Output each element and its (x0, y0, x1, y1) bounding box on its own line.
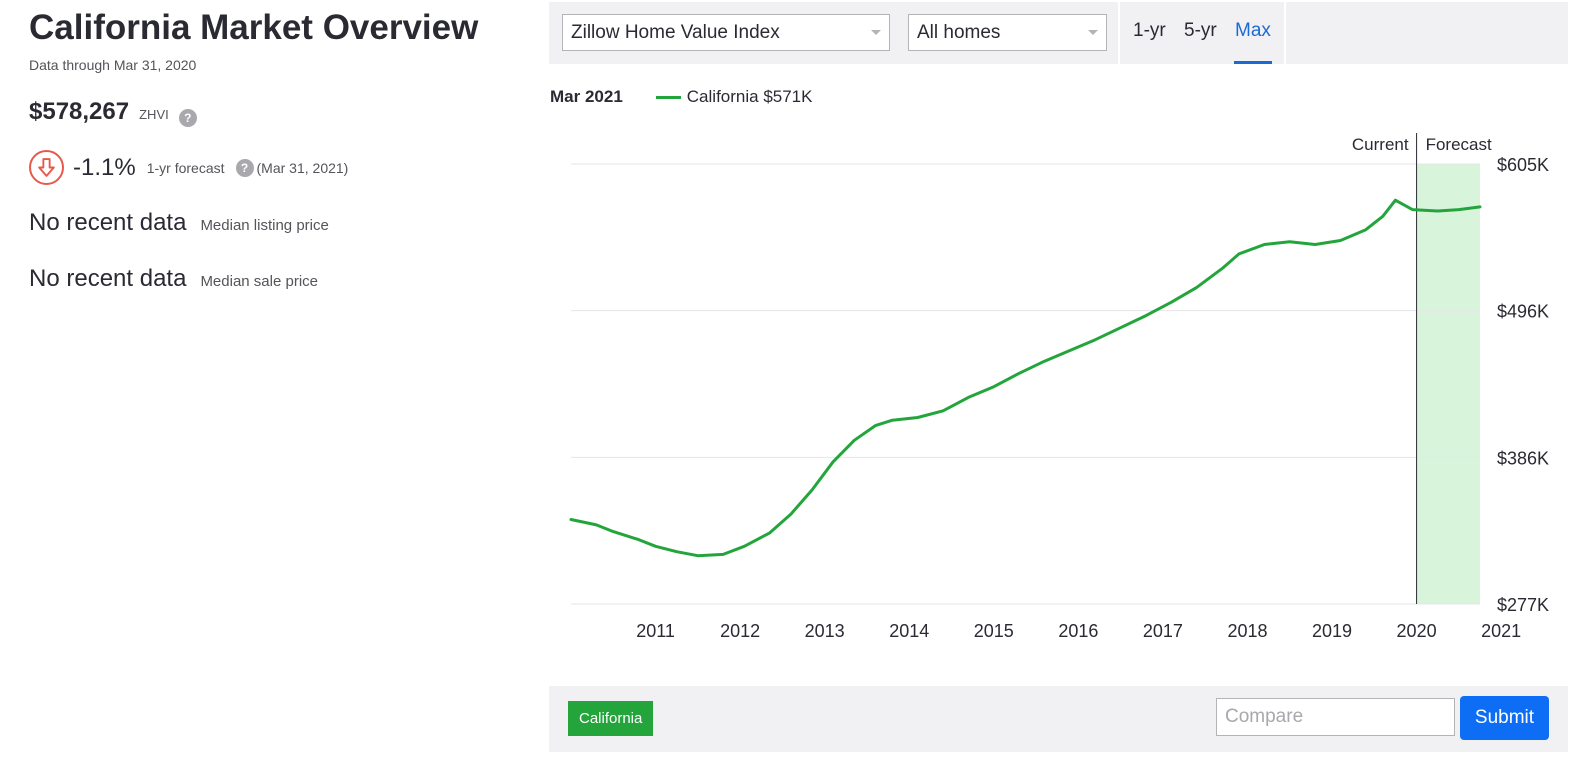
x-tick-label: 2011 (636, 621, 675, 641)
x-tick-label: 2021 (1481, 621, 1521, 641)
forecast-label: Forecast (1426, 135, 1492, 154)
x-tick-label: 2016 (1058, 621, 1098, 641)
home-value-chart[interactable]: $605K $496K $386K $277K 2011 2012 2013 2014 2015… (0, 0, 1579, 680)
forecast-band (1416, 164, 1480, 604)
median-sale-value: No recent data (29, 265, 187, 292)
region-tag[interactable]: California (568, 701, 654, 736)
x-tick-label: 2014 (889, 621, 929, 641)
y-tick-label: $605K (1497, 155, 1549, 175)
home-type-select[interactable]: All homes (908, 14, 1107, 51)
range-1yr-button[interactable]: 1-yr (1133, 20, 1166, 41)
page-title: California Market Overview (29, 8, 479, 47)
x-tick-label: 2013 (805, 621, 845, 641)
x-tick-label: 2018 (1227, 621, 1267, 641)
chart-toolbar: Zillow Home Value Index All homes (549, 2, 1118, 64)
current-label: Current (1352, 135, 1409, 154)
y-tick-label: $386K (1497, 448, 1549, 468)
x-tick-label: 2015 (974, 621, 1014, 641)
metric-select-value: Zillow Home Value Index (571, 22, 780, 43)
x-tick-label: 2017 (1143, 621, 1183, 641)
median-listing-label: Median listing price (200, 217, 329, 234)
arrow-down-circle-icon (29, 150, 64, 185)
help-icon[interactable]: ? (235, 158, 254, 177)
series-line-california (569, 198, 1482, 558)
median-listing-value: No recent data (29, 209, 187, 236)
y-tick-label: $496K (1497, 302, 1549, 322)
x-tick-label: 2012 (720, 621, 760, 641)
submit-button[interactable]: Submit (1460, 696, 1549, 740)
legend-line-swatch (655, 95, 681, 99)
zhvi-value: $578,267 (29, 98, 130, 125)
median-sale-label: Median sale price (200, 273, 318, 290)
zhvi-row: $578,267 ZHVI ? (29, 98, 197, 127)
zhvi-label: ZHVI (139, 107, 169, 122)
help-icon[interactable]: ? (178, 109, 197, 127)
legend-series-label: California $571K (686, 87, 813, 106)
metric-select[interactable]: Zillow Home Value Index (562, 14, 890, 51)
forecast-row: -1.1% 1-yr forecast ? (Mar 31, 2021) (29, 150, 348, 185)
data-through-text: Data through Mar 31, 2020 (29, 57, 197, 73)
median-listing-row: No recent data Median listing price (29, 209, 329, 237)
median-sale-row: No recent data Median sale price (29, 265, 318, 293)
chevron-down-icon (1088, 30, 1098, 35)
range-toolbar (1120, 2, 1284, 64)
x-tick-label: 2019 (1312, 621, 1352, 641)
y-tick-label: $277K (1497, 595, 1549, 615)
range-5yr-button[interactable]: 5-yr (1184, 20, 1217, 41)
active-range-indicator (1234, 61, 1272, 64)
forecast-value: -1.1% (73, 153, 136, 181)
legend-date: Mar 2021 (550, 87, 623, 106)
compare-input[interactable] (1216, 698, 1455, 736)
chart-legend: Mar 2021 California $571K (550, 87, 812, 107)
toolbar-spacer (1286, 2, 1568, 64)
chevron-down-icon (871, 30, 881, 35)
range-max-button[interactable]: Max (1235, 20, 1271, 41)
forecast-label: 1-yr forecast (146, 159, 225, 176)
home-type-select-value: All homes (917, 22, 1001, 43)
forecast-date: (Mar 31, 2021) (256, 159, 349, 176)
x-tick-label: 2020 (1397, 621, 1437, 641)
